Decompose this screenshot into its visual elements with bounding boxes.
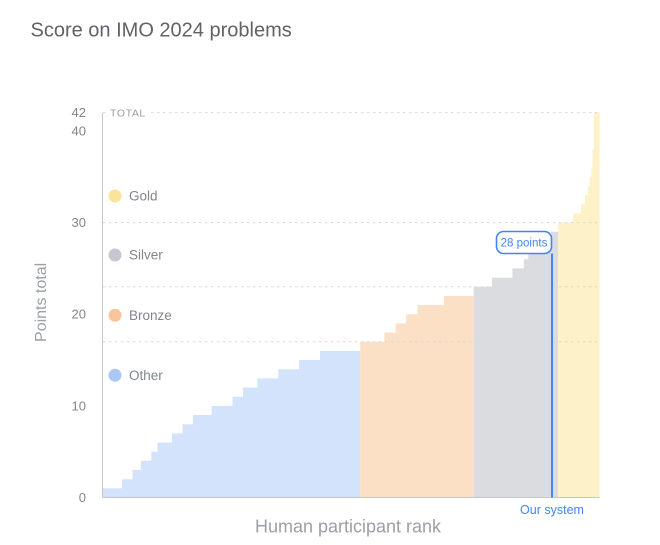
svg-text:Other: Other <box>129 368 163 383</box>
svg-text:40: 40 <box>72 123 86 138</box>
svg-text:Silver: Silver <box>129 248 163 263</box>
svg-text:30: 30 <box>72 215 86 230</box>
svg-text:0: 0 <box>79 490 86 505</box>
svg-text:TOTAL: TOTAL <box>110 107 146 119</box>
svg-text:Points total: Points total <box>33 263 50 342</box>
svg-text:20: 20 <box>72 307 86 322</box>
svg-text:Score on IMO 2024 problems: Score on IMO 2024 problems <box>31 20 292 42</box>
svg-text:Gold: Gold <box>129 189 158 204</box>
svg-text:Human participant rank: Human participant rank <box>255 517 442 537</box>
svg-text:Our system: Our system <box>520 503 584 517</box>
svg-text:Bronze: Bronze <box>129 308 172 323</box>
svg-text:10: 10 <box>72 398 86 413</box>
svg-text:28 points: 28 points <box>501 238 548 250</box>
svg-text:42: 42 <box>72 105 86 120</box>
